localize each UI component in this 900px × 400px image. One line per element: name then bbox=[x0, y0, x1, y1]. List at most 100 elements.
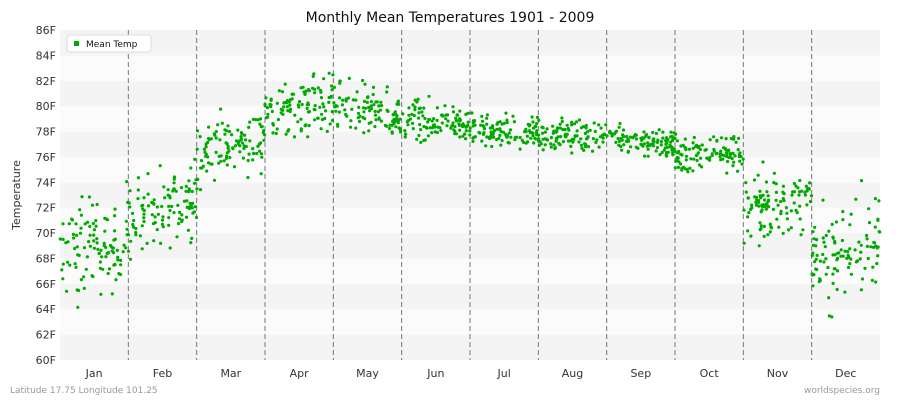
data-point bbox=[652, 140, 656, 144]
data-point bbox=[155, 228, 159, 232]
data-point bbox=[194, 215, 199, 220]
y-tick-label: 86F bbox=[36, 24, 56, 37]
data-point bbox=[67, 222, 71, 226]
data-point bbox=[747, 211, 751, 215]
data-point bbox=[759, 210, 763, 214]
data-point bbox=[480, 119, 485, 123]
data-point bbox=[199, 159, 204, 163]
data-point bbox=[676, 151, 680, 155]
data-point bbox=[794, 208, 798, 212]
data-point bbox=[790, 193, 794, 197]
data-point bbox=[552, 143, 556, 147]
data-point bbox=[239, 135, 243, 139]
data-point bbox=[390, 130, 394, 134]
data-point bbox=[283, 82, 287, 86]
y-tick-label: 84F bbox=[36, 49, 56, 62]
data-point bbox=[464, 129, 468, 133]
data-point bbox=[569, 144, 573, 148]
data-point bbox=[336, 122, 340, 127]
data-point bbox=[216, 123, 220, 127]
data-point bbox=[242, 146, 246, 151]
data-point bbox=[177, 217, 182, 221]
data-point bbox=[417, 133, 421, 138]
data-point bbox=[73, 246, 77, 251]
data-point bbox=[722, 154, 726, 158]
data-point bbox=[766, 194, 770, 198]
data-point bbox=[597, 145, 601, 149]
data-point bbox=[102, 241, 106, 245]
data-point bbox=[782, 192, 786, 196]
data-point bbox=[821, 198, 825, 202]
data-point bbox=[826, 265, 830, 270]
data-point bbox=[426, 134, 430, 138]
data-point bbox=[772, 181, 776, 185]
data-point bbox=[226, 124, 230, 128]
data-point bbox=[812, 237, 816, 241]
data-point bbox=[61, 237, 65, 241]
data-point bbox=[106, 251, 111, 255]
data-point bbox=[427, 94, 431, 98]
data-point bbox=[445, 124, 449, 128]
data-point bbox=[304, 123, 308, 127]
data-point bbox=[586, 135, 590, 139]
data-point bbox=[750, 206, 754, 210]
data-point bbox=[725, 150, 729, 154]
data-point bbox=[704, 148, 708, 152]
data-point bbox=[195, 147, 199, 151]
data-point bbox=[480, 114, 484, 118]
data-point bbox=[815, 268, 819, 272]
data-point bbox=[167, 216, 171, 220]
data-point bbox=[543, 130, 548, 134]
data-point bbox=[178, 210, 182, 214]
data-point bbox=[338, 79, 342, 83]
data-point bbox=[413, 105, 417, 109]
data-point bbox=[418, 106, 422, 110]
data-point bbox=[256, 118, 260, 122]
data-point bbox=[762, 234, 766, 238]
data-point bbox=[341, 98, 345, 102]
data-point bbox=[247, 125, 251, 129]
data-point bbox=[854, 260, 859, 264]
data-point bbox=[776, 203, 780, 207]
data-point bbox=[146, 192, 150, 196]
data-point bbox=[824, 272, 828, 276]
data-point bbox=[779, 209, 783, 213]
data-point bbox=[385, 90, 389, 94]
data-point bbox=[465, 124, 469, 128]
data-point bbox=[110, 245, 114, 249]
data-point bbox=[316, 86, 320, 90]
x-tick-label-aug: Aug bbox=[562, 367, 583, 380]
data-point bbox=[193, 157, 197, 161]
data-point bbox=[451, 105, 455, 109]
y-tick-label: 66F bbox=[36, 278, 56, 291]
data-point bbox=[744, 181, 748, 185]
data-point bbox=[439, 129, 443, 133]
data-point bbox=[787, 228, 791, 232]
data-point bbox=[805, 203, 809, 207]
data-point bbox=[433, 125, 437, 129]
data-point bbox=[408, 117, 413, 121]
data-point bbox=[537, 118, 541, 122]
data-point bbox=[186, 228, 190, 232]
data-point bbox=[458, 109, 462, 113]
data-point bbox=[242, 144, 246, 148]
data-point bbox=[789, 209, 793, 213]
data-point bbox=[77, 288, 81, 293]
data-point bbox=[141, 203, 145, 207]
data-point bbox=[84, 267, 88, 271]
data-point bbox=[423, 138, 427, 142]
data-point bbox=[418, 123, 422, 127]
data-point bbox=[518, 147, 522, 151]
data-point bbox=[218, 138, 222, 142]
data-point bbox=[404, 132, 408, 136]
data-point bbox=[432, 117, 436, 121]
data-point bbox=[860, 277, 865, 281]
data-point bbox=[865, 244, 870, 248]
data-point bbox=[195, 187, 199, 191]
data-point bbox=[206, 136, 211, 141]
data-point bbox=[824, 233, 828, 238]
grid-band bbox=[60, 55, 880, 81]
data-point bbox=[103, 229, 107, 233]
data-point bbox=[189, 166, 193, 170]
data-point bbox=[867, 207, 871, 211]
